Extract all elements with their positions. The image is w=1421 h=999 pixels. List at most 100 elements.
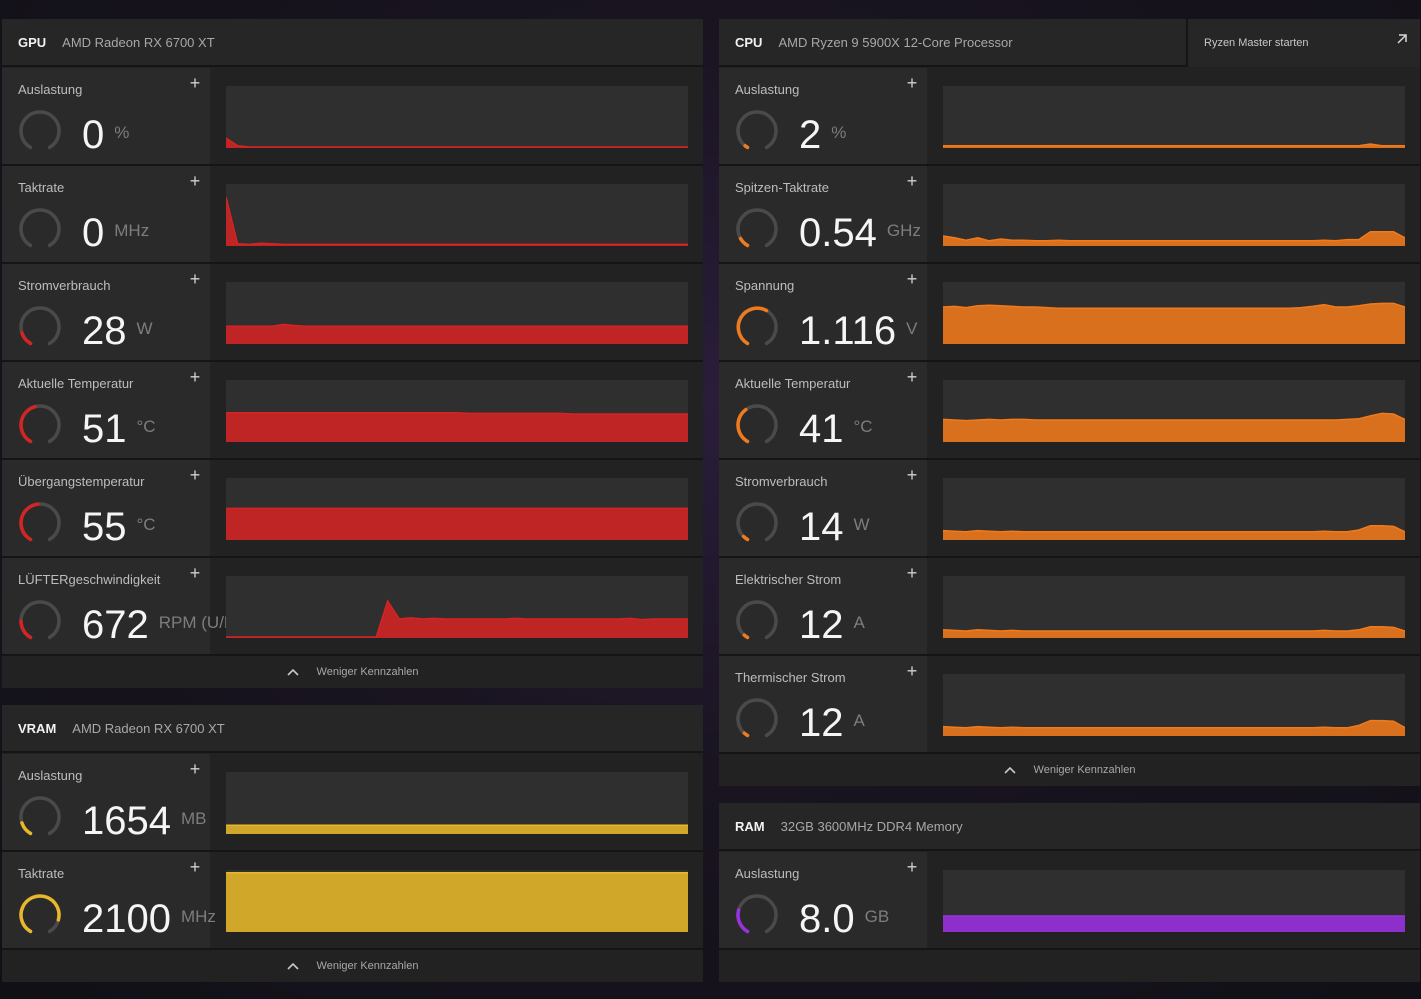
metric-chart: [226, 772, 688, 834]
metric-box: Auslastung +0%: [2, 68, 210, 164]
gauge-track: [736, 600, 778, 640]
metric-row: Taktrate +2100 MHz: [2, 852, 703, 950]
fewer-metrics-toggle[interactable]: Weniger Kennzahlen: [2, 656, 703, 688]
metric-chart: [943, 576, 1405, 638]
metric-chart: [226, 870, 688, 932]
metric-value: 51 °C: [82, 405, 156, 451]
metric-chart: [943, 478, 1405, 540]
metric-value: 41 °C: [799, 405, 873, 451]
series-line: [943, 302, 1405, 309]
add-metric-button[interactable]: +: [189, 269, 201, 289]
chart-svg: [943, 915, 1405, 932]
gauge-icon: [736, 110, 778, 150]
metric-value: 28 W: [82, 307, 153, 353]
metric-label: Übergangstemperatur: [18, 474, 145, 489]
add-metric-button[interactable]: +: [189, 73, 201, 93]
add-metric-button[interactable]: +: [189, 857, 201, 877]
ryzen-master-button[interactable]: Ryzen Master starten: [1186, 19, 1420, 67]
metric-label: Taktrate: [18, 866, 65, 881]
add-metric-button[interactable]: +: [906, 171, 918, 191]
fewer-metrics-toggle[interactable]: Weniger Kennzahlen: [2, 950, 703, 982]
device-name: AMD Radeon RX 6700 XT: [62, 34, 215, 50]
metric-box: Stromverbrauch +28 W: [2, 264, 210, 360]
metric-row: Aktuelle Temperatur +41 °C: [719, 362, 1420, 460]
metric-unit: °C: [853, 417, 873, 436]
metric-number: 51: [82, 407, 127, 451]
chart-svg: [943, 626, 1405, 638]
metric-unit: V: [906, 319, 918, 338]
ram-panel-header: RAM 32GB 3600MHz DDR4 Memory: [719, 803, 1420, 851]
gauge-fill: [19, 502, 40, 542]
gauge-icon: [736, 306, 778, 346]
metric-row: Spannung +1.116 V: [719, 264, 1420, 362]
metric-chart: [226, 380, 688, 442]
metric-row: Stromverbrauch +28 W: [2, 264, 703, 362]
metric-value: 8.0 GB: [799, 895, 889, 941]
metric-row: Auslastung +1654 MB: [2, 754, 703, 852]
metric-label: Stromverbrauch: [735, 474, 828, 489]
ryzen-master-label: Ryzen Master starten: [1204, 37, 1309, 49]
gauge-icon: [736, 404, 778, 444]
metric-row: Elektrischer Strom +12 A: [719, 558, 1420, 656]
metric-label: Elektrischer Strom: [735, 572, 842, 587]
add-metric-button[interactable]: +: [906, 73, 918, 93]
metric-chart: [943, 282, 1405, 344]
metric-label: Thermischer Strom: [735, 670, 846, 685]
gauge-fill: [736, 908, 750, 934]
metric-chart: [943, 380, 1405, 442]
chart-svg: [226, 872, 688, 932]
fewer-metrics-label: Weniger Kennzahlen: [316, 960, 419, 972]
add-metric-button[interactable]: +: [906, 269, 918, 289]
gauge-fill: [19, 404, 37, 444]
add-metric-button[interactable]: +: [189, 563, 201, 583]
series-area: [226, 412, 688, 442]
add-metric-button[interactable]: +: [906, 661, 918, 681]
add-metric-button[interactable]: +: [189, 171, 201, 191]
add-metric-button[interactable]: +: [189, 367, 201, 387]
fewer-metrics-toggle[interactable]: Weniger Kennzahlen: [719, 754, 1420, 786]
gauge-track: [736, 698, 778, 738]
gauge-fill: [742, 633, 750, 640]
add-metric-button[interactable]: +: [906, 367, 918, 387]
metric-label: Taktrate: [18, 180, 65, 195]
add-metric-button[interactable]: +: [906, 465, 918, 485]
metric-number: 1654: [82, 799, 171, 843]
add-metric-button[interactable]: +: [189, 759, 201, 779]
add-metric-button[interactable]: +: [189, 465, 201, 485]
gauge-track: [736, 502, 778, 542]
chevron-up-icon: [1003, 766, 1016, 774]
series-area: [226, 825, 688, 834]
add-metric-button[interactable]: +: [906, 857, 918, 877]
metric-row: Thermischer Strom +12 A: [719, 656, 1420, 754]
metric-unit: W: [136, 319, 153, 338]
metric-unit: GHz: [886, 221, 921, 240]
device-name: AMD Radeon RX 6700 XT: [72, 720, 225, 736]
metric-label: Auslastung: [18, 768, 83, 783]
gauge-icon: [19, 894, 61, 934]
series-line: [226, 599, 688, 638]
gauge-icon: [19, 502, 61, 542]
metric-value: 14 W: [799, 503, 870, 549]
series-line: [226, 137, 688, 148]
gauge-icon: [736, 698, 778, 738]
metric-number: 28: [82, 309, 127, 353]
metric-row: Übergangstemperatur +55 °C: [2, 460, 703, 558]
gpu-panel: GPU AMD Radeon RX 6700 XT Auslastung +0% T…: [2, 19, 703, 688]
metric-box: Auslastung +2%: [719, 68, 927, 164]
metric-label: Aktuelle Temperatur: [735, 376, 851, 391]
metric-unit: GB: [864, 907, 890, 926]
gauge-icon: [736, 600, 778, 640]
metric-box: Elektrischer Strom +12 A: [719, 558, 927, 654]
metric-box: Spannung +1.116 V: [719, 264, 927, 360]
metric-unit: W: [853, 515, 870, 534]
add-metric-button[interactable]: +: [906, 563, 918, 583]
gauge-fill: [743, 144, 750, 150]
gauge-icon: [736, 208, 778, 248]
metric-number: 55: [82, 505, 127, 549]
metric-label: Spannung: [735, 278, 795, 293]
metric-box: Aktuelle Temperatur +51 °C: [2, 362, 210, 458]
gauge-fill: [20, 821, 33, 836]
series-area: [943, 303, 1405, 344]
gauge-icon: [736, 502, 778, 542]
series-line: [943, 143, 1405, 147]
